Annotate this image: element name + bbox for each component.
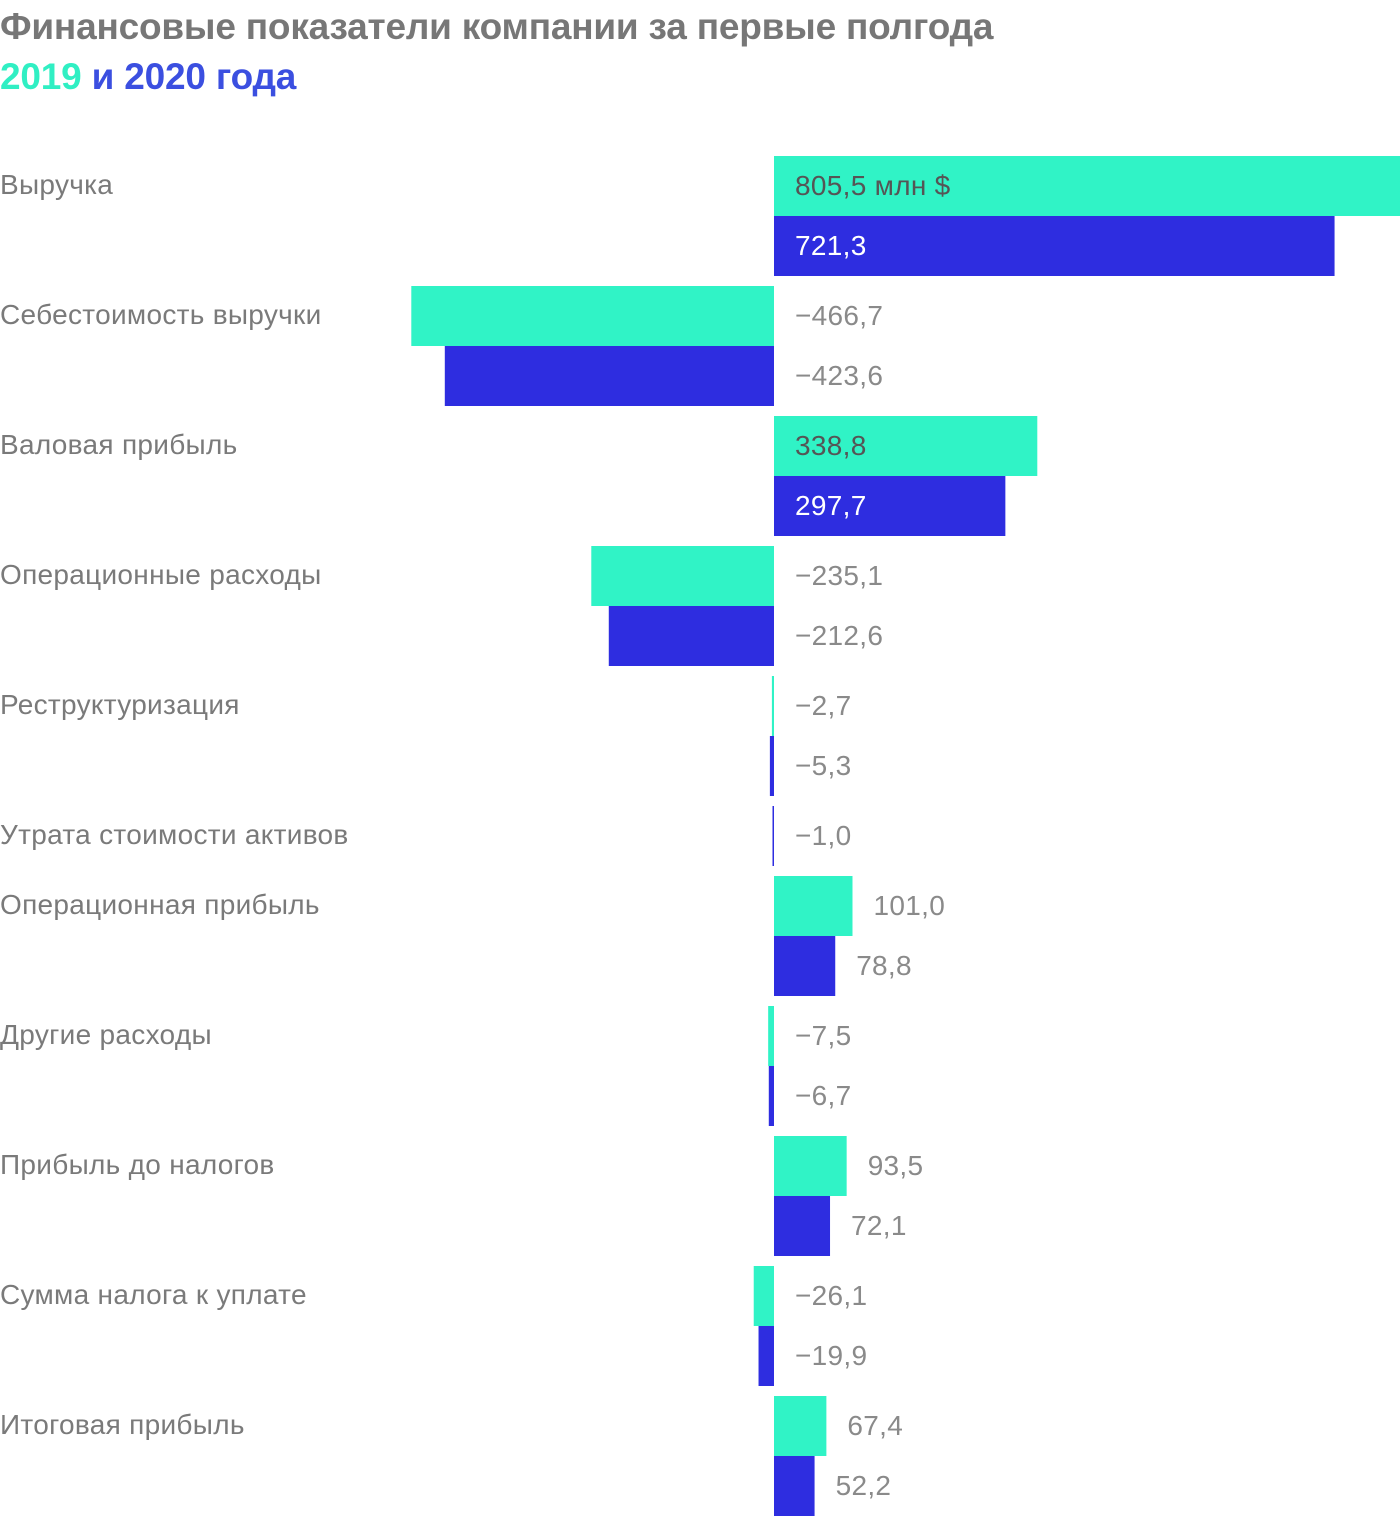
category-label: Валовая прибыль [0,429,238,460]
value-label-2020: 78,8 [856,950,912,981]
category-label: Себестоимость выручки [0,299,322,330]
value-label-2020: 297,7 [795,490,867,521]
category-label: Выручка [0,169,113,200]
bar-2020 [444,346,774,406]
value-label-2020: 721,3 [795,230,867,261]
bar-2019 [411,286,774,346]
bar-2019 [774,1396,827,1456]
category-label: Операционные расходы [0,559,322,590]
value-label-2019: 805,5 млн $ [795,170,951,201]
bar-2020 [774,476,1006,536]
category-label: Прибыль до налогов [0,1149,275,1180]
bar-2019 [774,876,853,936]
value-label-2020: −423,6 [795,360,883,391]
bar-2020 [772,806,774,866]
bar-2019 [771,676,774,736]
category-label: Операционная прибыль [0,889,320,920]
bar-2020 [774,936,836,996]
bar-2019 [768,1006,774,1066]
value-label-2019: −26,1 [795,1280,867,1311]
bar-2019 [774,156,1400,216]
category-label: Утрата стоимости активов [0,819,349,850]
value-label-2020: −1,0 [795,820,851,851]
value-label-2019: −235,1 [795,560,883,591]
value-label-2020: −6,7 [795,1080,851,1111]
category-label: Реструктуризация [0,689,240,720]
bar-2020 [768,1066,774,1126]
value-label-2019: 338,8 [795,430,867,461]
value-label-2020: −212,6 [795,620,883,651]
bar-2020 [769,736,774,796]
value-label-2019: 67,4 [847,1410,903,1441]
bar-2020 [774,1456,815,1516]
value-label-2019: 101,0 [874,890,946,921]
category-label: Другие расходы [0,1019,212,1050]
bar-2020 [774,1196,831,1256]
value-labels: 805,5 млн $ 721,3 −466,7 −423,6 338,8 297,7 −2… [795,170,951,1501]
value-label-2019: 93,5 [868,1150,924,1181]
bar-2019 [591,546,774,606]
category-label: Сумма налога к уплате [0,1279,307,1310]
bar-2019 [774,1136,847,1196]
bar-2020 [758,1326,774,1386]
title-connector: и [91,56,115,97]
value-label-2019: −7,5 [795,1020,851,1051]
bar-2019 [774,416,1038,476]
bar-2020 [774,216,1335,276]
legend-2020: 2020 года [124,56,297,97]
value-label-2019: −2,7 [795,690,851,721]
value-label-2020: −5,3 [795,750,851,781]
value-label-2020: 72,1 [851,1210,907,1241]
chart-title: Финансовые показатели компании за первые… [0,2,993,102]
bars [411,156,1400,1516]
chart-title-line1: Финансовые показатели компании за первые… [0,6,994,47]
value-label-2019: −466,7 [795,300,883,331]
category-label: Итоговая прибыль [0,1409,245,1440]
value-label-2020: 52,2 [836,1470,892,1501]
legend-2019: 2019 [0,56,82,97]
value-label-2020: −19,9 [795,1340,867,1371]
chart-title-line2: 2019 и 2020 года [0,52,993,102]
bar-2020 [608,606,774,666]
bar-2019 [753,1266,774,1326]
category-labels: Выручка Себестоимость выручки Валовая приб… [0,169,349,1440]
